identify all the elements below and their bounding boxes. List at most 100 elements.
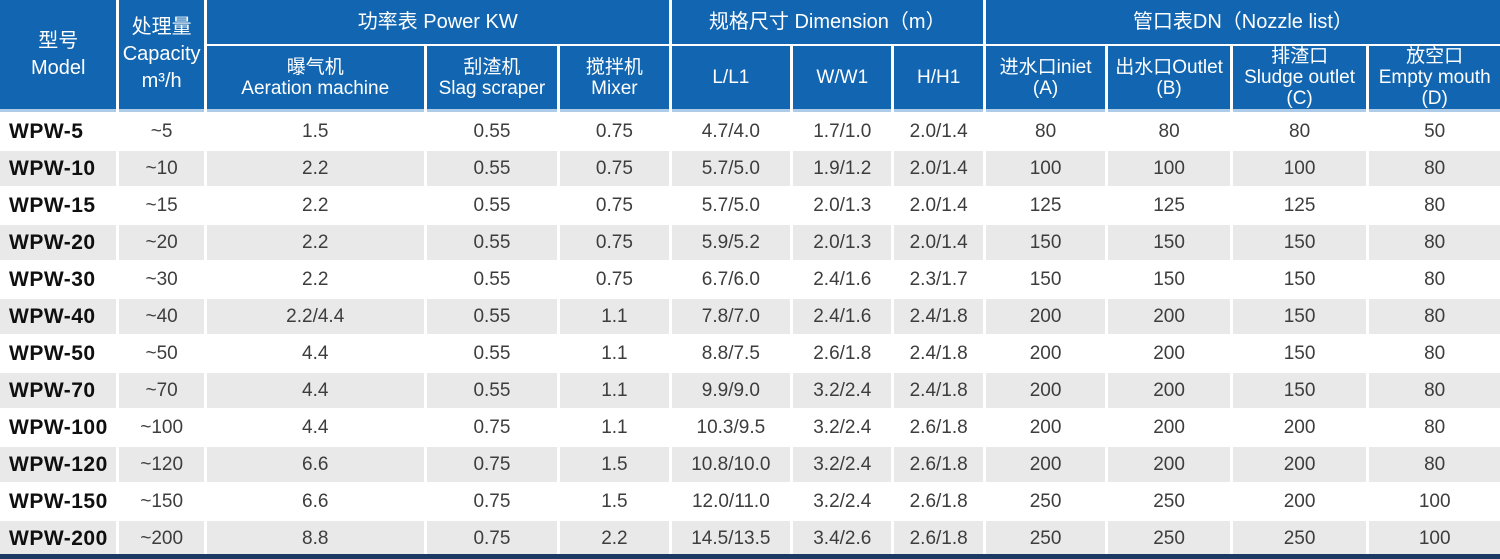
cell-sludge-dn: 125 — [1232, 188, 1367, 223]
cell-slag-power: 0.75 — [426, 410, 558, 445]
table-row: WPW-150 ~150 6.6 0.75 1.5 12.0/11.0 3.2/… — [0, 484, 1500, 519]
cell-aeration-power: 4.4 — [206, 373, 424, 408]
cell-capacity: ~70 — [119, 373, 204, 408]
cell-aeration-power: 6.6 — [206, 484, 424, 519]
cell-mixer-power: 1.1 — [560, 299, 669, 334]
cell-inlet-dn: 200 — [985, 373, 1106, 408]
cell-outlet-dn: 200 — [1108, 447, 1230, 482]
cell-model: WPW-150 — [0, 484, 117, 519]
col-header-outlet-zh: 出水口Outlet — [1115, 56, 1223, 78]
table-row: WPW-10 ~10 2.2 0.55 0.75 5.7/5.0 1.9/1.2… — [0, 151, 1500, 186]
cell-sludge-dn: 150 — [1232, 336, 1367, 371]
cell-outlet-dn: 200 — [1108, 336, 1230, 371]
cell-width: 2.0/1.3 — [793, 188, 892, 223]
col-header-slag: 刮渣机 Slag scraper — [426, 46, 558, 112]
cell-length: 7.8/7.0 — [671, 299, 791, 334]
table-row: WPW-200 ~200 8.8 0.75 2.2 14.5/13.5 3.4/… — [0, 521, 1500, 556]
cell-aeration-power: 4.4 — [206, 336, 424, 371]
col-header-capacity: 处理量 Capacity m³/h — [119, 0, 204, 112]
cell-height: 2.6/1.8 — [894, 447, 983, 482]
cell-capacity: ~5 — [119, 114, 204, 149]
cell-mixer-power: 1.5 — [560, 484, 669, 519]
cell-slag-power: 0.55 — [426, 151, 558, 186]
col-header-h: H/H1 — [894, 46, 983, 112]
cell-outlet-dn: 80 — [1108, 114, 1230, 149]
table-row: WPW-70 ~70 4.4 0.55 1.1 9.9/9.0 3.2/2.4 … — [0, 373, 1500, 408]
cell-slag-power: 0.55 — [426, 262, 558, 297]
col-group-dimension: 规格尺寸 Dimension（m） — [671, 0, 983, 44]
cell-width: 1.7/1.0 — [793, 114, 892, 149]
cell-height: 2.6/1.8 — [894, 484, 983, 519]
cell-outlet-dn: 150 — [1108, 262, 1230, 297]
cell-sludge-dn: 200 — [1232, 484, 1367, 519]
bottom-border-bar — [0, 554, 1500, 559]
col-header-sludge-code: (C) — [1286, 88, 1313, 109]
col-header-aeration: 曝气机 Aeration machine — [206, 46, 424, 112]
cell-capacity: ~200 — [119, 521, 204, 556]
col-header-capacity-unit: m³/h — [141, 70, 182, 92]
cell-outlet-dn: 250 — [1108, 484, 1230, 519]
cell-model: WPW-120 — [0, 447, 117, 482]
cell-model: WPW-100 — [0, 410, 117, 445]
cell-slag-power: 0.75 — [426, 447, 558, 482]
cell-width: 2.4/1.6 — [793, 262, 892, 297]
cell-model: WPW-70 — [0, 373, 117, 408]
cell-empty-dn: 80 — [1369, 410, 1500, 445]
cell-length: 10.3/9.5 — [671, 410, 791, 445]
cell-length: 5.9/5.2 — [671, 225, 791, 260]
cell-empty-dn: 80 — [1369, 373, 1500, 408]
cell-empty-dn: 80 — [1369, 262, 1500, 297]
cell-aeration-power: 2.2 — [206, 225, 424, 260]
cell-capacity: ~40 — [119, 299, 204, 334]
cell-width: 3.2/2.4 — [793, 410, 892, 445]
table-header: 型号 Model 处理量 Capacity m³/h 功率表 Power KW … — [0, 0, 1500, 112]
col-header-slag-en: Slag scraper — [438, 77, 546, 99]
cell-inlet-dn: 150 — [985, 225, 1106, 260]
cell-width: 3.2/2.4 — [793, 447, 892, 482]
cell-aeration-power: 4.4 — [206, 410, 424, 445]
cell-width: 3.4/2.6 — [793, 521, 892, 556]
col-header-w: W/W1 — [793, 46, 892, 112]
table-row: WPW-30 ~30 2.2 0.55 0.75 6.7/6.0 2.4/1.6… — [0, 262, 1500, 297]
cell-mixer-power: 1.5 — [560, 447, 669, 482]
cell-height: 2.3/1.7 — [894, 262, 983, 297]
cell-aeration-power: 1.5 — [206, 114, 424, 149]
cell-sludge-dn: 150 — [1232, 262, 1367, 297]
cell-mixer-power: 0.75 — [560, 225, 669, 260]
header-group-row: 型号 Model 处理量 Capacity m³/h 功率表 Power KW … — [0, 0, 1500, 112]
cell-slag-power: 0.75 — [426, 484, 558, 519]
cell-inlet-dn: 200 — [985, 299, 1106, 334]
cell-length: 14.5/13.5 — [671, 521, 791, 556]
cell-empty-dn: 80 — [1369, 188, 1500, 223]
spec-table-body: WPW-5 ~5 1.5 0.55 0.75 4.7/4.0 1.7/1.0 2… — [0, 114, 1500, 556]
cell-model: WPW-30 — [0, 262, 117, 297]
cell-inlet-dn: 150 — [985, 262, 1106, 297]
col-header-model: 型号 Model — [0, 0, 117, 112]
cell-empty-dn: 80 — [1369, 151, 1500, 186]
cell-height: 2.4/1.8 — [894, 299, 983, 334]
col-header-empty: 放空口 Empty mouth (D) — [1369, 46, 1500, 112]
col-header-inlet-code: (A) — [1032, 77, 1059, 99]
cell-outlet-dn: 125 — [1108, 188, 1230, 223]
cell-sludge-dn: 200 — [1232, 410, 1367, 445]
col-header-mixer-en: Mixer — [591, 77, 638, 99]
col-header-sludge-en: Sludge outlet — [1244, 67, 1356, 88]
cell-slag-power: 0.55 — [426, 373, 558, 408]
cell-height: 2.0/1.4 — [894, 225, 983, 260]
cell-slag-power: 0.55 — [426, 299, 558, 334]
cell-aeration-power: 8.8 — [206, 521, 424, 556]
cell-width: 3.2/2.4 — [793, 373, 892, 408]
cell-height: 2.0/1.4 — [894, 114, 983, 149]
col-header-inlet: 进水口iniet (A) — [985, 46, 1106, 112]
col-header-sludge-zh: 排渣口 — [1271, 46, 1329, 67]
col-header-mixer-zh: 搅拌机 — [585, 56, 643, 78]
cell-model: WPW-200 — [0, 521, 117, 556]
cell-length: 9.9/9.0 — [671, 373, 791, 408]
cell-length: 10.8/10.0 — [671, 447, 791, 482]
cell-outlet-dn: 100 — [1108, 151, 1230, 186]
cell-inlet-dn: 200 — [985, 336, 1106, 371]
cell-inlet-dn: 250 — [985, 521, 1106, 556]
cell-height: 2.4/1.8 — [894, 373, 983, 408]
col-group-power: 功率表 Power KW — [206, 0, 669, 44]
